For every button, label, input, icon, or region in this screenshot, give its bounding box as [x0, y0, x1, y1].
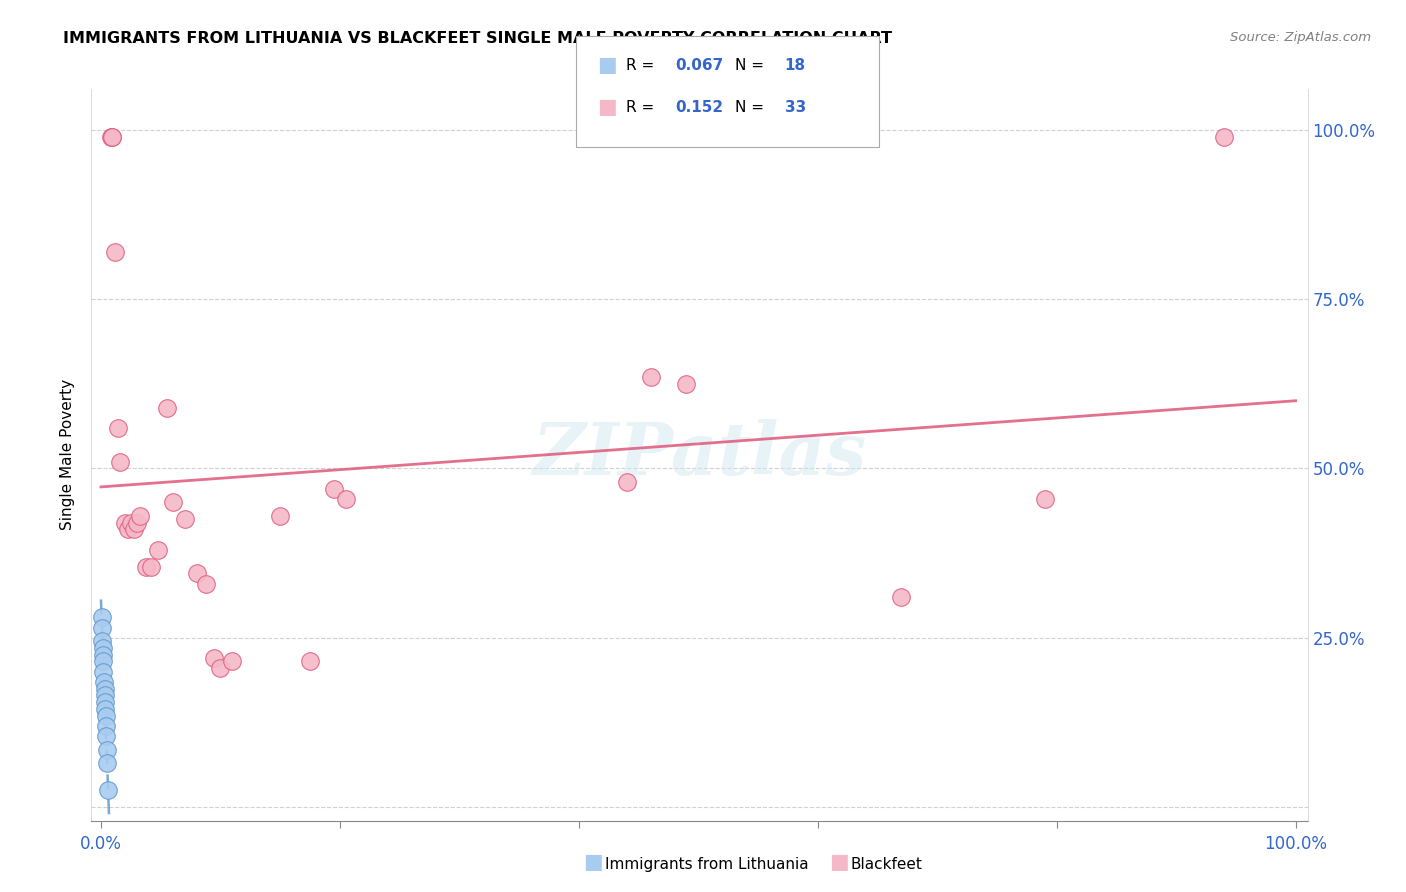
Text: Blackfeet: Blackfeet [851, 857, 922, 872]
Point [93, 681, 115, 696]
Point [616, 475, 638, 489]
Point [97, 783, 120, 797]
Text: N =: N = [735, 100, 765, 114]
Point [173, 512, 195, 526]
Point [186, 566, 208, 581]
Point [114, 516, 136, 530]
Point [209, 661, 232, 675]
Point [93, 674, 115, 689]
Text: 18: 18 [785, 58, 806, 72]
Point [148, 542, 170, 557]
Point [139, 559, 162, 574]
Point [93, 702, 115, 716]
Point [120, 516, 142, 530]
Point [117, 523, 139, 537]
Point [298, 655, 321, 669]
Point [91, 610, 114, 624]
Point [91, 665, 114, 679]
Point [322, 482, 344, 496]
Point [91, 640, 114, 655]
Text: IMMIGRANTS FROM LITHUANIA VS BLACKFEET SINGLE MALE POVERTY CORRELATION CHART: IMMIGRANTS FROM LITHUANIA VS BLACKFEET S… [63, 31, 893, 46]
Point [1033, 491, 1056, 506]
Point [94, 708, 117, 723]
Text: Immigrants from Lithuania: Immigrants from Lithuania [605, 857, 808, 872]
Text: ■: ■ [598, 97, 617, 117]
Point [104, 244, 127, 259]
Text: 0.067: 0.067 [675, 58, 723, 72]
Point [125, 516, 148, 530]
Text: N =: N = [735, 58, 765, 72]
Point [96, 742, 118, 756]
Point [96, 756, 118, 770]
Point [94, 729, 117, 743]
Point [100, 129, 122, 144]
Point [91, 655, 114, 669]
Text: 0.152: 0.152 [675, 100, 723, 114]
Text: R =: R = [626, 58, 654, 72]
Y-axis label: Single Male Poverty: Single Male Poverty [60, 379, 76, 531]
Point [269, 508, 291, 523]
Text: 33: 33 [785, 100, 806, 114]
Point [91, 621, 114, 635]
Point [91, 648, 114, 662]
Point [162, 495, 184, 509]
Text: R =: R = [626, 100, 654, 114]
Point [94, 719, 117, 733]
Text: ■: ■ [598, 55, 617, 75]
Point [156, 401, 179, 415]
Point [100, 129, 122, 144]
Point [640, 370, 662, 384]
Point [335, 491, 357, 506]
Point [91, 634, 114, 648]
Text: ■: ■ [583, 853, 603, 872]
Point [195, 576, 218, 591]
Point [1213, 129, 1236, 144]
Point [100, 129, 122, 144]
Point [124, 523, 146, 537]
Point [129, 508, 152, 523]
Point [93, 689, 115, 703]
Point [107, 421, 129, 435]
Point [93, 695, 115, 709]
Point [135, 559, 157, 574]
Point [890, 590, 912, 604]
Point [221, 655, 243, 669]
Point [204, 651, 226, 665]
Point [108, 455, 131, 469]
Text: Source: ZipAtlas.com: Source: ZipAtlas.com [1230, 31, 1371, 45]
Text: ZIPatlas: ZIPatlas [533, 419, 866, 491]
Point [675, 376, 697, 391]
Text: ■: ■ [830, 853, 849, 872]
